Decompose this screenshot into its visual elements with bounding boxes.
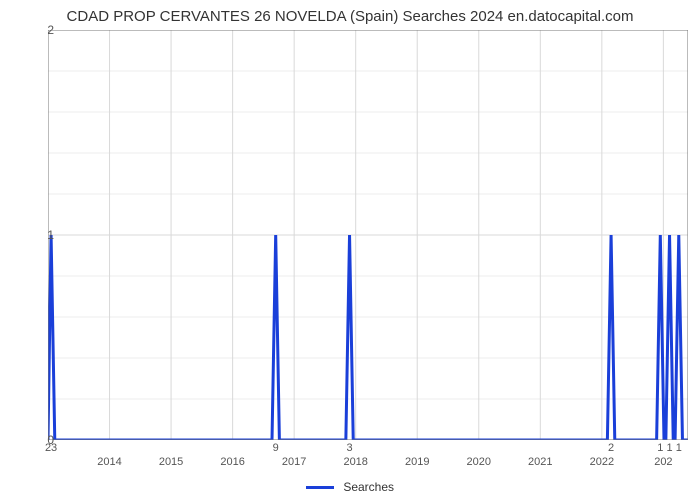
chart-title: CDAD PROP CERVANTES 26 NOVELDA (Spain) S… [0,0,700,29]
spike-label: 23 [45,442,57,454]
legend: Searches [0,480,700,494]
plot-area [48,30,688,440]
spike-label: 1 [666,442,672,454]
x-tick-label: 2022 [590,456,614,468]
legend-swatch [306,486,334,489]
x-tick-label: 2019 [405,456,429,468]
chart-container: CDAD PROP CERVANTES 26 NOVELDA (Spain) S… [0,0,700,500]
chart-svg [48,30,688,440]
x-tick-label: 2016 [220,456,244,468]
x-tick-label: 2015 [159,456,183,468]
x-tick-label: 2018 [343,456,367,468]
legend-label: Searches [343,480,394,494]
x-tick-label: 2017 [282,456,306,468]
spike-label: 1 [657,442,663,454]
spike-label: 3 [346,442,352,454]
spike-label: 2 [608,442,614,454]
x-tick-label: 202 [654,456,672,468]
spike-label: 1 [676,442,682,454]
y-tick-label: 2 [14,23,54,37]
x-tick-label: 2014 [97,456,121,468]
x-tick-label: 2021 [528,456,552,468]
y-tick-label: 1 [14,228,54,242]
x-tick-label: 2020 [467,456,491,468]
spike-label: 9 [273,442,279,454]
